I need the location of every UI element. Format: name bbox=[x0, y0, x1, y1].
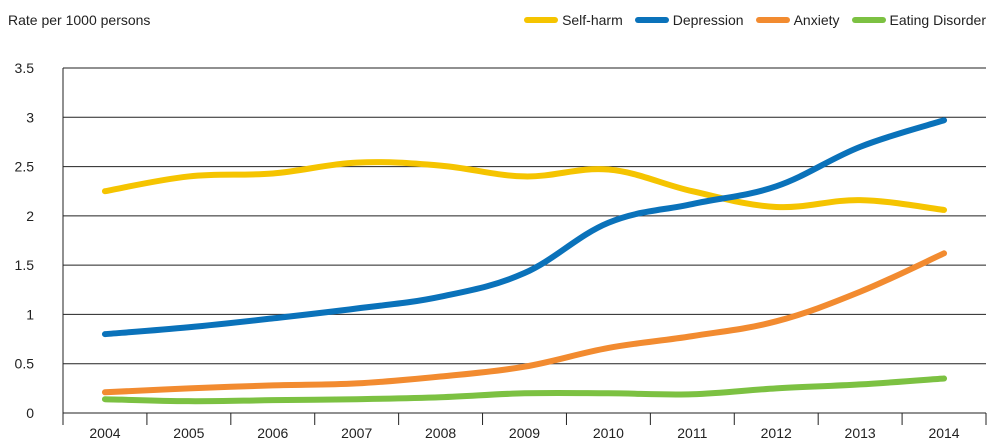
legend-label-anxiety: Anxiety bbox=[793, 12, 840, 28]
x-tick-label: 2013 bbox=[845, 425, 876, 441]
y-tick-label: 0 bbox=[26, 405, 34, 421]
series-line-anxiety bbox=[101, 250, 948, 396]
x-tick-label: 2011 bbox=[677, 425, 707, 441]
y-tick-label: 0.5 bbox=[15, 356, 35, 372]
legend-label-self-harm: Self-harm bbox=[562, 12, 623, 28]
x-tick-label: 2012 bbox=[761, 425, 792, 441]
series-line-depression bbox=[101, 117, 948, 338]
legend-swatch-eating-disorder bbox=[851, 17, 886, 23]
x-tick-label: 2008 bbox=[425, 425, 456, 441]
legend-swatch-self-harm bbox=[524, 17, 559, 23]
legend-swatch-depression bbox=[634, 17, 669, 23]
x-tick-label: 2006 bbox=[257, 425, 288, 441]
y-tick-label: 3.5 bbox=[15, 60, 35, 76]
legend-item-eating-disorder: Eating Disorder bbox=[851, 12, 987, 28]
series-line-eating-disorder bbox=[101, 375, 948, 405]
x-tick-label: 2004 bbox=[89, 425, 120, 441]
series-line-self-harm bbox=[101, 159, 948, 213]
y-tick-label: 2 bbox=[26, 208, 34, 224]
legend-item-anxiety: Anxiety bbox=[755, 12, 840, 28]
x-tick-label: 2009 bbox=[509, 425, 540, 441]
legend-swatch-anxiety bbox=[755, 17, 790, 23]
y-axis-title: Rate per 1000 persons bbox=[8, 12, 151, 28]
y-tick-label: 2.5 bbox=[15, 159, 35, 175]
x-tick-label: 2005 bbox=[173, 425, 204, 441]
x-tick-label: 2014 bbox=[928, 425, 959, 441]
y-tick-label: 3 bbox=[26, 109, 34, 125]
legend-label-depression: Depression bbox=[672, 12, 744, 28]
legend-item-self-harm: Self-harm bbox=[524, 12, 623, 28]
legend-label-eating-disorder: Eating Disorder bbox=[889, 12, 987, 28]
legend-item-depression: Depression bbox=[634, 12, 744, 28]
y-tick-label: 1.5 bbox=[15, 257, 35, 273]
x-tick-label: 2010 bbox=[593, 425, 624, 441]
x-tick-label: 2007 bbox=[341, 425, 372, 441]
y-tick-label: 1 bbox=[26, 306, 34, 322]
legend: Self-harm Depression Anxiety Eating Diso… bbox=[512, 12, 986, 28]
